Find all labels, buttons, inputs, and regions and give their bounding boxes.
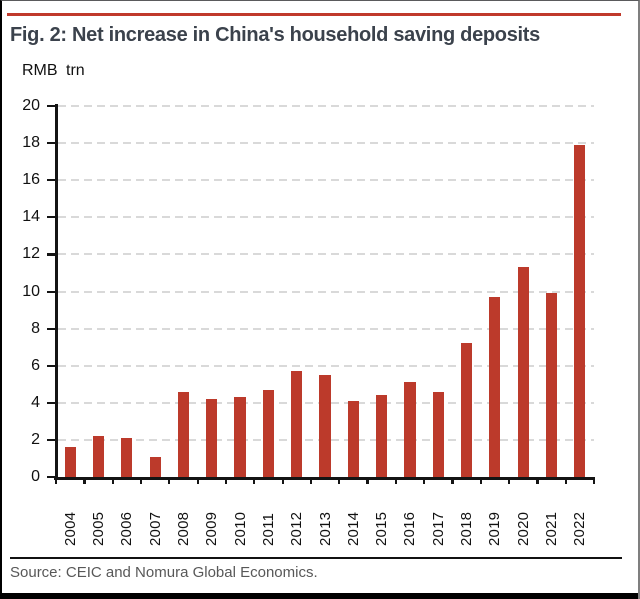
- y-axis-tick-label: 8: [31, 319, 40, 337]
- bar-2011: [262, 389, 274, 477]
- x-axis-tick: [423, 477, 426, 484]
- x-axis-label-2014: 2014: [344, 511, 362, 546]
- x-axis-label-2011: 2011: [259, 512, 277, 546]
- x-axis-tick: [479, 477, 482, 484]
- bar-2017: [432, 391, 444, 477]
- x-axis-label-2013: 2013: [316, 511, 334, 546]
- y-axis-tick-label: 12: [22, 245, 40, 263]
- top-accent-rule: [7, 13, 621, 16]
- y-axis-tick-label: 2: [31, 430, 40, 448]
- bar-2008: [177, 391, 189, 477]
- bar-2015: [376, 395, 388, 477]
- bar-2018: [460, 343, 473, 477]
- x-axis-tick: [366, 477, 369, 484]
- x-axis-line: [54, 477, 595, 480]
- y-axis-tick: [47, 105, 55, 108]
- y-axis-tick: [47, 290, 55, 293]
- x-axis-tick: [281, 477, 284, 484]
- source-note: Source: CEIC and Nomura Global Economics…: [10, 564, 318, 581]
- gridline-16: [58, 179, 594, 182]
- bar-2006: [121, 438, 133, 477]
- x-axis-tick: [309, 477, 313, 484]
- x-axis-tick: [196, 477, 199, 484]
- x-axis-tick: [564, 477, 567, 484]
- x-axis-tick: [508, 477, 511, 484]
- bottom-border-bar: [2, 593, 638, 599]
- x-axis-tick: [253, 477, 256, 484]
- gridline-12: [58, 253, 594, 256]
- x-axis-label-2020: 2020: [514, 511, 532, 546]
- x-axis-tick: [55, 477, 58, 484]
- bar-2009: [206, 399, 218, 477]
- y-axis-unit-label: RMB trn: [22, 62, 85, 79]
- y-axis-tick-label: 18: [22, 134, 40, 152]
- bar-2014: [347, 400, 359, 477]
- x-axis-tick: [111, 477, 114, 484]
- bar-2019: [489, 297, 501, 477]
- y-axis-tick: [47, 438, 55, 442]
- x-axis-tick: [168, 477, 171, 484]
- y-axis-tick-label: 10: [22, 282, 40, 300]
- y-axis-tick: [47, 327, 55, 330]
- x-axis-tick: [338, 477, 341, 484]
- x-axis-label-2010: 2010: [231, 511, 249, 546]
- gridline-20: [58, 105, 594, 107]
- y-axis-tick: [47, 253, 55, 256]
- x-axis-label-2006: 2006: [118, 511, 136, 546]
- bar-2007: [149, 456, 161, 477]
- x-axis-tick: [224, 477, 228, 484]
- x-axis-label-2005: 2005: [89, 511, 107, 546]
- bar-2012: [291, 371, 303, 477]
- x-axis-label-2004: 2004: [61, 511, 79, 546]
- bar-2010: [234, 397, 246, 477]
- y-axis-tick: [47, 142, 55, 145]
- y-axis-tick: [47, 401, 55, 404]
- gridline-10: [58, 290, 594, 293]
- figure-title: Fig. 2: Net increase in China's househol…: [10, 24, 540, 46]
- x-axis-tick: [83, 477, 86, 484]
- y-axis-tick-label: 16: [22, 171, 40, 189]
- x-axis-tick: [451, 477, 454, 484]
- y-axis-tick-label: 4: [31, 393, 40, 411]
- y-axis-tick-label: 6: [31, 356, 40, 374]
- bar-2020: [517, 267, 529, 477]
- x-axis-label-2016: 2016: [401, 511, 419, 546]
- gridline-8: [58, 327, 594, 330]
- y-axis-tick-label: 20: [22, 97, 40, 114]
- bar-2021: [545, 293, 558, 477]
- y-axis-tick-label: 0: [31, 468, 40, 485]
- x-axis-tick: [139, 477, 143, 484]
- x-axis-label-2012: 2012: [288, 511, 306, 546]
- bar-2005: [92, 436, 105, 477]
- y-axis-tick-label: 14: [22, 208, 40, 226]
- gridline-14: [58, 216, 594, 219]
- source-divider: [10, 557, 622, 560]
- bar-2016: [404, 382, 416, 477]
- gridline-6: [58, 364, 594, 367]
- bar-2013: [319, 374, 331, 477]
- x-axis-label-2008: 2008: [174, 511, 192, 546]
- y-axis-tick: [47, 476, 55, 479]
- x-axis-tick: [536, 477, 539, 484]
- y-axis-tick: [47, 179, 55, 182]
- x-axis-tick: [394, 477, 397, 484]
- gridline-18: [58, 142, 594, 145]
- x-axis-label-2022: 2022: [571, 511, 589, 546]
- x-axis-label-2015: 2015: [373, 511, 391, 546]
- bar-2022: [574, 144, 586, 477]
- bar-2004: [64, 447, 76, 477]
- x-axis-label-2019: 2019: [486, 511, 504, 546]
- x-axis-tick: [593, 477, 596, 484]
- y-axis-tick: [47, 364, 55, 367]
- x-axis-label-2018: 2018: [458, 511, 476, 546]
- x-axis-label-2009: 2009: [203, 511, 221, 546]
- x-axis-label-2007: 2007: [146, 511, 164, 546]
- x-axis-label-2021: 2021: [543, 511, 561, 546]
- y-axis-line: [55, 104, 58, 480]
- y-axis-tick: [47, 216, 55, 219]
- x-axis-label-2017: 2017: [429, 511, 447, 546]
